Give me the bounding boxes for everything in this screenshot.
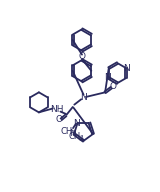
Text: N: N — [80, 93, 87, 102]
Text: CH₃: CH₃ — [68, 132, 84, 141]
Text: N: N — [105, 73, 111, 82]
Text: O: O — [109, 82, 116, 91]
Text: NH: NH — [50, 105, 63, 114]
Text: N: N — [73, 119, 80, 128]
Text: CH₃: CH₃ — [61, 127, 76, 137]
Text: O: O — [55, 115, 62, 124]
Text: N: N — [69, 129, 76, 138]
Text: O: O — [79, 52, 85, 61]
Text: N: N — [124, 64, 130, 73]
